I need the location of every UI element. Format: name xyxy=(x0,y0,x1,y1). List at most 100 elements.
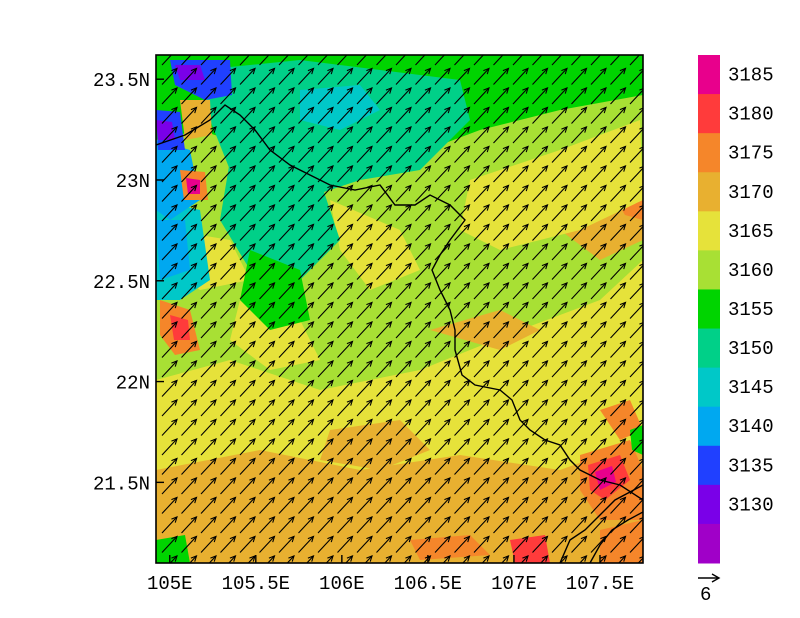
wind-vector xyxy=(650,49,665,65)
wind-vector xyxy=(220,515,237,534)
wind-vector xyxy=(395,86,412,105)
wind-vector xyxy=(259,86,276,105)
wind-vector xyxy=(278,301,295,319)
wind-vector xyxy=(161,184,178,202)
wind-vector xyxy=(610,359,627,378)
wind-vector xyxy=(181,437,198,456)
wind-vector xyxy=(650,400,665,416)
wind-vector xyxy=(571,340,588,358)
wind-vector xyxy=(650,536,665,552)
wind-vector xyxy=(220,340,237,358)
wind-vector xyxy=(278,437,295,456)
wind-vector xyxy=(376,359,393,378)
wind-vector xyxy=(376,320,393,339)
wind-vector xyxy=(376,86,393,105)
wind-vector xyxy=(356,379,373,397)
wind-vector xyxy=(590,535,607,553)
wind-vector xyxy=(239,437,256,456)
wind-vector xyxy=(571,379,588,397)
wind-vector xyxy=(181,281,198,300)
wind-vector xyxy=(376,496,393,514)
wind-vector xyxy=(356,320,373,339)
wind-vector xyxy=(181,86,198,105)
wind-vector xyxy=(239,106,256,124)
wind-vector xyxy=(298,320,315,339)
wind-vector xyxy=(540,554,549,563)
wind-vector xyxy=(590,184,607,202)
wind-vector xyxy=(278,145,295,163)
wind-vector xyxy=(317,535,334,553)
wind-vector xyxy=(161,418,178,436)
wind-vector xyxy=(473,340,490,358)
wind-vector xyxy=(239,67,256,85)
wind-vector xyxy=(532,281,549,300)
wind-vector xyxy=(278,515,295,534)
wind-vector xyxy=(337,106,354,124)
wind-vector xyxy=(298,242,315,261)
wind-vector xyxy=(181,379,198,397)
wind-vector xyxy=(298,359,315,378)
wind-vector xyxy=(337,398,354,417)
wind-vector xyxy=(590,145,607,163)
wind-vector xyxy=(571,164,588,183)
wind-vector xyxy=(434,203,451,222)
wind-vector xyxy=(298,184,315,202)
wind-vector xyxy=(356,184,373,202)
wind-vector xyxy=(306,554,315,563)
wind-vector xyxy=(650,302,665,318)
wind-vector xyxy=(493,437,510,456)
wind-vector xyxy=(161,106,178,124)
wind-vector xyxy=(259,379,276,397)
wind-vector xyxy=(610,457,627,475)
wind-vector xyxy=(610,125,627,144)
wind-vector xyxy=(571,125,588,144)
wind-vector xyxy=(298,418,315,436)
wind-vector xyxy=(161,55,173,66)
colorbar-label: 3150 xyxy=(728,338,774,360)
wind-vector xyxy=(532,55,543,66)
wind-vector xyxy=(259,418,276,436)
wind-vector xyxy=(610,242,627,261)
wind-vector xyxy=(434,515,451,534)
wind-vector xyxy=(493,223,510,241)
wind-vector xyxy=(376,535,393,553)
wind-vector xyxy=(239,515,256,534)
wind-vector xyxy=(454,398,471,417)
wind-vector xyxy=(473,515,490,534)
wind-vector xyxy=(317,106,334,124)
wind-vector xyxy=(415,262,432,280)
wind-vector xyxy=(551,145,568,163)
wind-vector xyxy=(473,86,490,105)
wind-vector xyxy=(278,418,295,436)
wind-vector xyxy=(650,146,665,162)
wind-vector xyxy=(512,281,529,300)
wind-vector xyxy=(200,223,217,241)
wind-vector xyxy=(551,496,568,514)
wind-vector xyxy=(493,164,510,183)
wind-vector xyxy=(200,398,217,417)
wind-vector xyxy=(220,535,237,553)
wind-vector xyxy=(200,242,217,261)
wind-vector xyxy=(278,86,295,105)
y-tick-label: 21.5N xyxy=(93,473,150,495)
plot-frame xyxy=(155,54,644,564)
wind-vector xyxy=(473,125,490,144)
wind-vector xyxy=(590,320,607,339)
wind-vector xyxy=(317,418,334,436)
wind-vector xyxy=(395,145,412,163)
wind-vector xyxy=(493,67,510,85)
wind-vector xyxy=(395,398,412,417)
wind-vector xyxy=(590,67,607,85)
wind-vector xyxy=(650,439,665,455)
wind-vector xyxy=(161,476,178,495)
wind-vector xyxy=(395,55,407,66)
wind-vector xyxy=(473,418,490,436)
wind-vector xyxy=(415,379,432,397)
wind-vector xyxy=(415,164,432,183)
wind-vector xyxy=(520,554,529,563)
wind-vector xyxy=(181,145,198,163)
wind-vector xyxy=(181,184,198,202)
wind-vector xyxy=(337,55,348,66)
wind-vector xyxy=(356,67,373,85)
wind-vector xyxy=(200,262,217,280)
